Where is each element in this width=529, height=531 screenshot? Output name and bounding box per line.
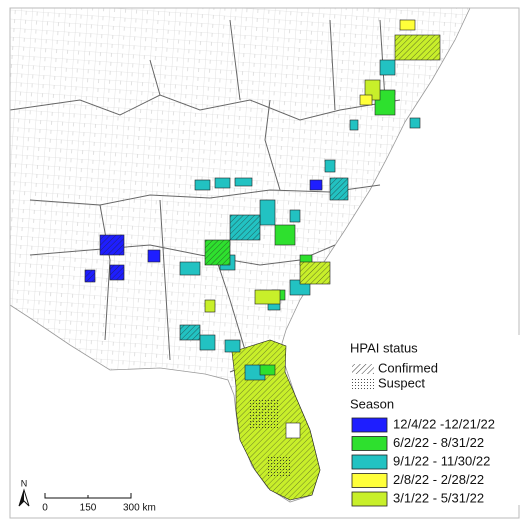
scale-bar: 0 150 300 km <box>42 493 156 514</box>
season-label: 9/1/22 - 11/30/22 <box>393 453 490 468</box>
north-label: N <box>21 478 28 488</box>
season-swatch <box>351 491 388 507</box>
affected-counties <box>84 19 441 501</box>
season-label: 3/1/22 - 5/31/22 <box>393 490 484 505</box>
season-label: 12/4/22 -12/21/22 <box>393 416 495 431</box>
status-swatch <box>352 364 374 374</box>
scale-label: 150 <box>80 503 97 514</box>
land <box>10 8 471 503</box>
season-swatch <box>351 417 388 433</box>
status-label: Suspect <box>378 375 425 390</box>
season-swatch <box>351 473 388 488</box>
north-arrow: N <box>18 478 30 507</box>
scale-label: 300 km <box>123 503 156 514</box>
frame <box>9 7 520 519</box>
status-label: Confirmed <box>378 360 438 375</box>
scale-label: 0 <box>42 503 48 514</box>
season-swatch <box>351 454 388 470</box>
status-swatch <box>352 379 374 389</box>
legend-season-title: Season <box>350 396 394 411</box>
season-label: 6/2/22 - 8/31/22 <box>393 435 484 450</box>
season-swatch <box>351 436 388 451</box>
season-label: 2/8/22 - 2/28/22 <box>393 472 484 487</box>
legend-title: HPAI status <box>350 340 418 355</box>
